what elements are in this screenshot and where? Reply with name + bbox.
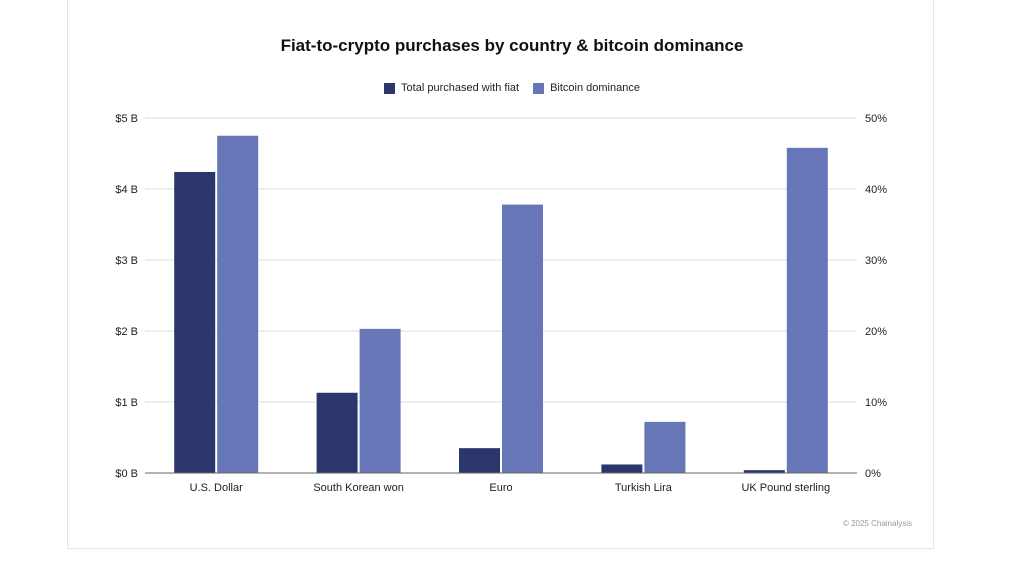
y-right-tick-label: 50% — [865, 113, 887, 125]
y-right-tick-label: 20% — [865, 326, 887, 338]
bar-fiat-purchased — [459, 448, 500, 473]
y-right-tick-label: 10% — [865, 397, 887, 409]
y-left-tick-label: $2 B — [115, 326, 138, 338]
legend-label-dominance: Bitcoin dominance — [550, 82, 640, 94]
bar-bitcoin-dominance — [786, 147, 828, 473]
bar-bitcoin-dominance — [644, 421, 686, 473]
y-left-tick-label: $1 B — [115, 397, 138, 409]
y-left-tick-label: $3 B — [115, 255, 138, 267]
y-left-tick-label: $4 B — [115, 184, 138, 196]
legend-label-fiat: Total purchased with fiat — [401, 82, 520, 94]
y-right-tick-label: 0% — [865, 468, 881, 480]
bar-bitcoin-dominance — [217, 135, 259, 473]
bar-fiat-purchased — [743, 470, 785, 473]
legend-swatch-dominance — [533, 82, 545, 94]
bar-bitcoin-dominance — [359, 328, 401, 473]
copyright-footer: © 2025 Chainalysis — [842, 519, 912, 528]
bar-fiat-purchased — [601, 464, 643, 473]
x-category-label: Turkish Lira — [615, 482, 673, 494]
legend-swatch-fiat — [384, 82, 396, 94]
y-left-tick-label: $0 B — [115, 468, 138, 480]
bar-bitcoin-dominance — [502, 204, 543, 473]
bar-fiat-purchased — [316, 392, 358, 473]
y-right-tick-label: 30% — [865, 255, 887, 267]
x-category-label: UK Pound sterling — [741, 482, 830, 494]
x-category-label: Euro — [489, 482, 512, 494]
bar-fiat-purchased — [174, 171, 216, 473]
x-category-label: U.S. Dollar — [190, 482, 244, 494]
y-right-tick-label: 40% — [865, 184, 887, 196]
legend-item-dominance: Bitcoin dominance — [533, 82, 640, 94]
chart-legend: Total purchased with fiat Bitcoin domina… — [0, 82, 1024, 94]
legend-item-fiat: Total purchased with fiat — [384, 82, 519, 94]
y-left-tick-label: $5 B — [115, 113, 138, 125]
x-category-label: South Korean won — [313, 482, 404, 494]
chart-title: Fiat-to-crypto purchases by country & bi… — [280, 36, 744, 55]
